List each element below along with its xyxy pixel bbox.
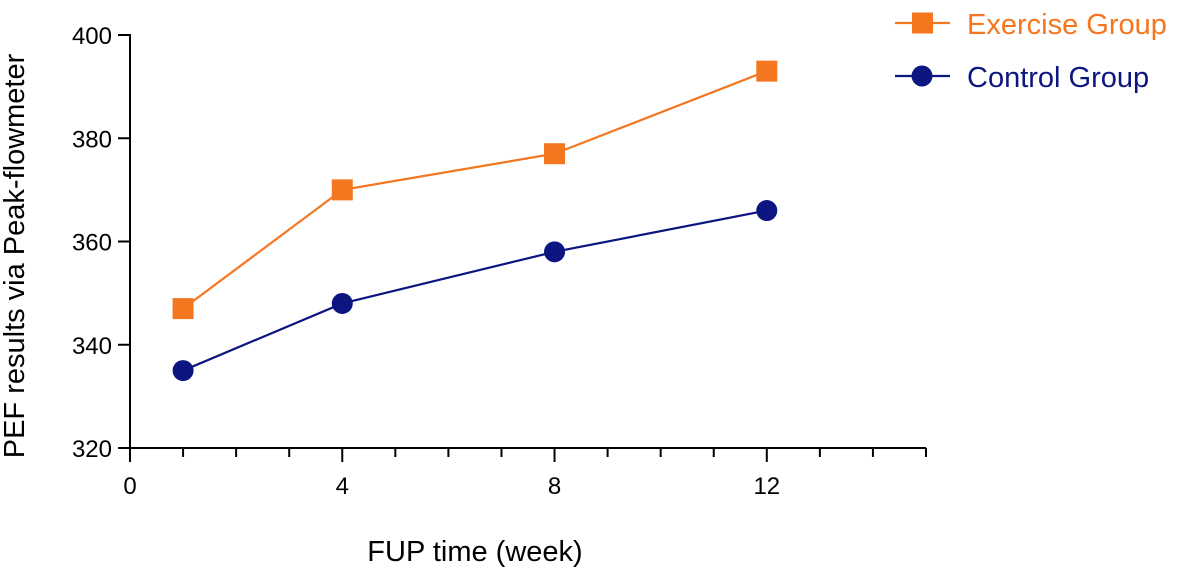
legend-marker-square: [912, 12, 933, 34]
axes: 0 4 8 12 320 340 360 380 400: [72, 23, 927, 500]
data-point: [331, 292, 353, 314]
data-point: [756, 200, 778, 222]
y-tick-label: 340: [72, 333, 112, 360]
series-control-group: [172, 200, 778, 382]
legend-label: Control Group: [967, 62, 1149, 94]
x-tick-label: 0: [123, 473, 136, 500]
y-tick-label: 360: [72, 230, 112, 257]
y-tick-label: 380: [72, 126, 112, 153]
series-line: [182, 70, 768, 310]
x-axis-title: FUP time (week): [367, 536, 582, 568]
legend-item: Control Group: [895, 62, 1149, 94]
y-tick-label: 400: [72, 23, 112, 50]
data-point: [756, 60, 778, 82]
y-axis-title: PEF results via Peak-flowmeter: [0, 53, 31, 458]
data-point: [544, 143, 566, 165]
legend-label: Exercise Group: [967, 9, 1167, 41]
x-tick-label: 8: [548, 473, 561, 500]
x-tick-label: 12: [753, 473, 780, 500]
data-point: [331, 179, 353, 201]
series-layer: [172, 60, 778, 382]
legend-item: Exercise Group: [895, 9, 1167, 41]
x-tick-label: 4: [336, 473, 349, 500]
legend-marker-circle: [911, 65, 933, 87]
data-point: [172, 360, 194, 382]
y-tick-label: 320: [72, 436, 112, 463]
series-exercise-group: [172, 60, 778, 320]
legend: Exercise Group Control Group: [895, 9, 1167, 94]
series-line: [182, 209, 768, 372]
data-point: [544, 241, 566, 263]
data-point: [172, 298, 194, 320]
